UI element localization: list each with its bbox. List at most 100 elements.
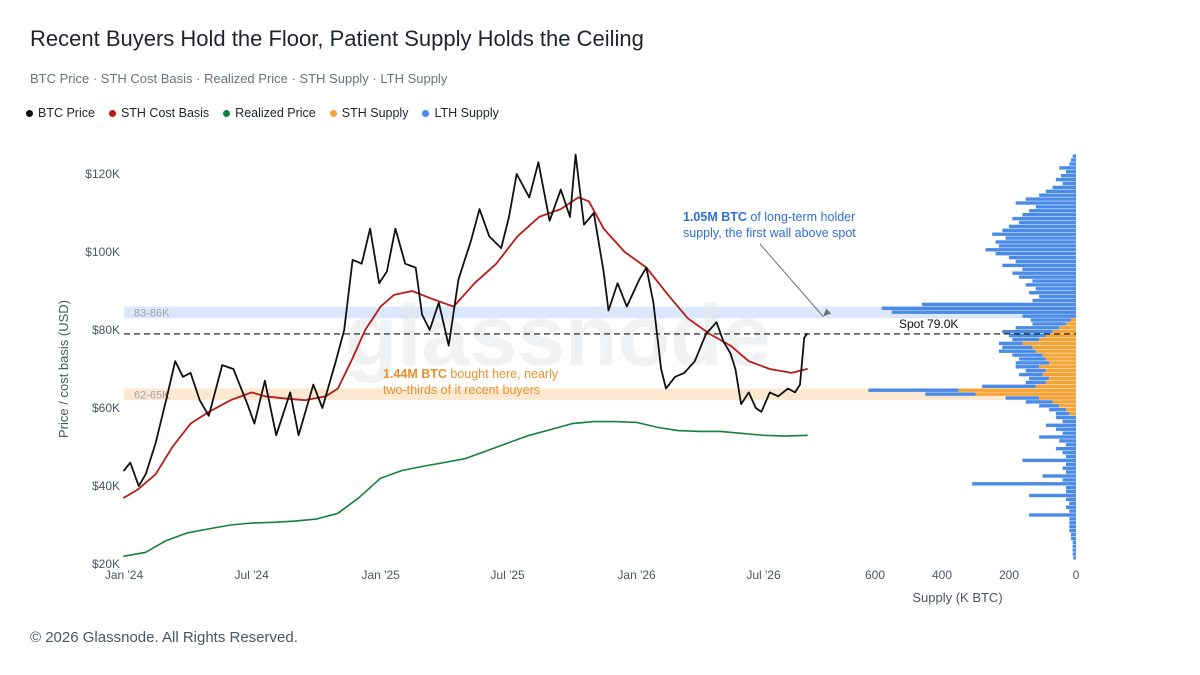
lth-supply-bar-29 — [1022, 267, 1076, 271]
legend-label-lth-supply: LTH Supply — [434, 106, 499, 120]
annotation-lth-line2: supply, the first wall above spot — [683, 226, 856, 240]
realized-price-line — [123, 420, 808, 558]
annotation-arrow-line — [759, 243, 824, 317]
legend-dot-realized-price — [223, 109, 231, 117]
lth-supply-bar-79 — [1065, 462, 1076, 466]
price-band-1 — [124, 388, 1076, 401]
lth-supply-bar-59 — [982, 384, 1036, 388]
lth-supply-bar-25 — [995, 252, 1076, 256]
lth-supply-bar-98 — [1070, 536, 1076, 541]
lth-supply-bar-82 — [1042, 474, 1076, 478]
sth-supply-bar-66 — [1069, 411, 1076, 416]
legend-item-btc-price[interactable]: BTC Price — [26, 106, 95, 120]
lth-supply-bar-11 — [1025, 197, 1076, 201]
lth-supply-bar-54 — [1015, 365, 1040, 369]
lth-supply-bar-81 — [1065, 470, 1076, 474]
legend-label-sth-supply: STH Supply — [341, 106, 409, 120]
spot-line: Spot 79.0K — [124, 317, 1076, 335]
lth-supply-bar-57 — [1029, 376, 1050, 381]
lth-supply-bar-83 — [1062, 478, 1076, 482]
lth-supply-bar-66 — [1055, 411, 1070, 416]
lth-supply-bar-50 — [998, 349, 1036, 353]
sth-supply-bar-64 — [1059, 404, 1076, 408]
lth-supply-bar-13 — [1035, 205, 1076, 209]
lth-supply-bar-23 — [998, 244, 1076, 248]
lth-supply-bar-22 — [995, 240, 1076, 244]
x-tick-label-0: Jan '24 — [105, 568, 144, 582]
lth-supply-bar-95 — [1069, 525, 1076, 529]
lth-supply-bar-30 — [1012, 271, 1076, 275]
lth-supply-bar-74 — [1065, 443, 1076, 447]
annotation-sth-line1: 1.44M BTC bought here, nearly — [383, 367, 559, 381]
lth-supply-bar-78 — [1022, 458, 1076, 463]
lth-supply-bar-75 — [1055, 447, 1076, 451]
y-tick-label-1: $40K — [92, 479, 120, 493]
legend-item-lth-supply[interactable]: LTH Supply — [422, 106, 499, 120]
lth-supply-bar-97 — [1070, 532, 1076, 537]
supply-tick-label-3: 0 — [1073, 568, 1080, 582]
lth-supply-bar-42 — [1030, 318, 1071, 322]
lth-supply-bar-24 — [985, 248, 1076, 252]
copyright-footer: © 2026 Glassnode. All Rights Reserved. — [30, 629, 298, 646]
lth-supply-bar-73 — [1059, 439, 1076, 443]
sth-supply-bar-45 — [1052, 330, 1076, 334]
price-lines — [123, 153, 808, 558]
lth-supply-bar-102 — [1072, 552, 1076, 556]
supply-tick-label-2: 200 — [999, 568, 1019, 582]
sth-supply-bar-58 — [1045, 380, 1076, 385]
legend-dot-sth-cost-basis — [108, 109, 116, 117]
lth-supply-bar-63 — [1025, 400, 1053, 404]
x-tick-label-2: Jan '25 — [361, 568, 400, 582]
lth-supply-bar-93 — [1069, 517, 1076, 521]
lth-supply-bar-18 — [1009, 224, 1076, 229]
supply-histogram — [868, 154, 1076, 560]
x-tick-label-3: Jul '25 — [490, 568, 525, 582]
lth-supply-bar-56 — [1019, 372, 1043, 377]
lth-supply-bar-38 — [921, 302, 1076, 307]
legend-dot-lth-supply — [422, 109, 430, 117]
sth-supply-bar-59 — [1035, 384, 1076, 388]
y-tick-label-5: $120K — [85, 167, 120, 181]
lth-supply-bar-21 — [1005, 236, 1076, 240]
lth-supply-bar-72 — [1039, 435, 1076, 439]
lth-supply-bar-91 — [1069, 509, 1076, 513]
lth-supply-bar-36 — [1039, 294, 1076, 299]
annotations: 1.05M BTC of long-term holder supply, the… — [383, 210, 856, 397]
lth-supply-bar-27 — [1015, 259, 1076, 264]
lth-supply-bar-52 — [1019, 357, 1046, 361]
y-tick-label-4: $100K — [85, 245, 120, 259]
lth-supply-bar-47 — [1012, 337, 1040, 342]
sth-supply-bar-48 — [1022, 341, 1076, 346]
lth-supply-bar-69 — [1045, 423, 1076, 427]
legend-item-sth-cost-basis[interactable]: STH Cost Basis — [108, 106, 209, 120]
sth-supply-bar-55 — [1045, 369, 1076, 373]
lth-supply-bar-17 — [1019, 220, 1076, 225]
lth-supply-bar-64 — [1039, 404, 1060, 408]
legend-item-realized-price[interactable]: Realized Price — [223, 106, 316, 120]
lth-supply-bar-90 — [1065, 505, 1076, 509]
lth-supply-bar-60 — [868, 388, 959, 392]
lth-supply-bar-28 — [1002, 263, 1076, 268]
sth-supply-bar-44 — [1059, 326, 1076, 330]
lth-supply-bar-70 — [1055, 427, 1076, 431]
lth-supply-bar-80 — [1062, 466, 1076, 470]
sth-supply-bar-42 — [1070, 318, 1076, 322]
y-axis-title: Price / cost basis (USD) — [56, 300, 71, 438]
lth-supply-bar-6 — [1055, 177, 1076, 182]
sth-supply-bar-53 — [1049, 361, 1076, 365]
lth-supply-bar-4 — [1065, 170, 1076, 174]
price-band-label-0: 83-86K — [134, 307, 170, 319]
y-tick-label-3: $80K — [92, 323, 120, 337]
lth-supply-bar-32 — [1032, 279, 1076, 283]
legend-item-sth-supply[interactable]: STH Supply — [329, 106, 409, 120]
lth-supply-bar-48 — [998, 341, 1023, 346]
lth-supply-bar-2 — [1069, 162, 1076, 166]
lth-supply-bar-19 — [1002, 228, 1076, 232]
sth-supply-bar-63 — [1052, 400, 1076, 404]
lth-supply-bar-101 — [1072, 548, 1076, 552]
lth-supply-bar-34 — [1035, 287, 1076, 291]
chart-subtitle: BTC Price · STH Cost Basis · Realized Pr… — [30, 71, 448, 86]
price-bands: 83-86K 62-65K — [124, 306, 1076, 401]
lth-supply-bar-67 — [1055, 415, 1076, 420]
lth-supply-bar-55 — [1025, 369, 1046, 373]
